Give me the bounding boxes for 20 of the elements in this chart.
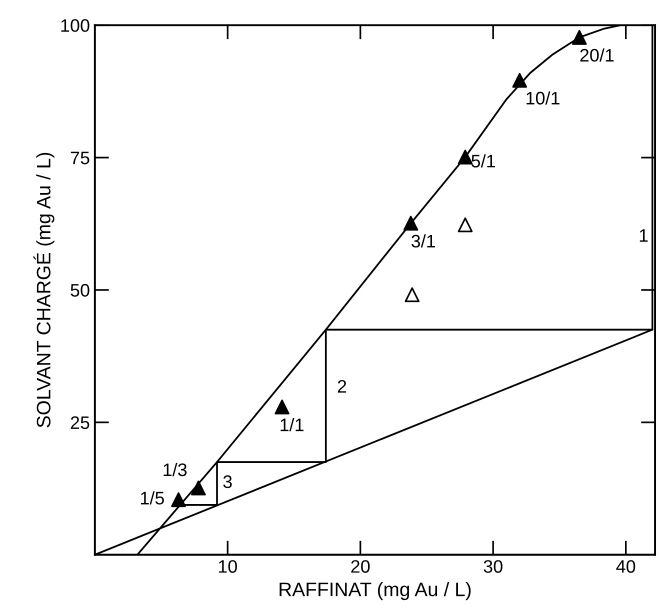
annotation: 2 [338,380,346,393]
x-axis-title: RAFFINAT (mg Au / L) [280,582,471,600]
annotation: 1/1 [280,418,304,432]
y-axis-title: SOLVANT CHARGÉ (mg Au / L) [33,152,54,428]
annotation: 5/1 [472,154,496,168]
y-tick-label: 25 [70,416,90,430]
x-tick-label: 40 [616,560,636,573]
annotation: 20/1 [580,48,614,62]
x-tick-label: 30 [484,560,502,573]
y-tick-label: 50 [70,284,90,297]
annotation: 1 [640,229,648,242]
annotation: 3 [223,475,232,488]
y-tick-label: 100 [61,19,90,32]
annotation: 10/1 [526,91,560,105]
x-tick-label: 20 [351,560,370,573]
annotation: 1/3 [164,462,187,476]
y-tick-label: 75 [70,152,90,164]
annotation: 1/5 [141,491,164,505]
annotation: 3/1 [412,234,436,248]
x-tick-label: 10 [218,560,237,573]
